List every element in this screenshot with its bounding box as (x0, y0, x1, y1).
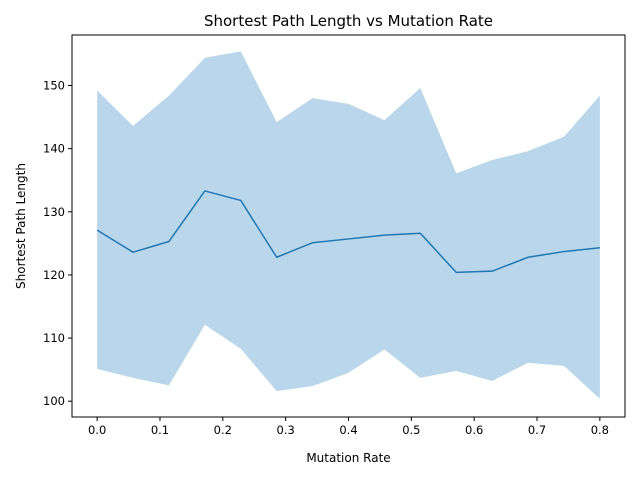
x-tick-label: 0.2 (214, 423, 232, 437)
x-tick-label: 0.8 (591, 423, 609, 437)
x-tick-label: 0.0 (88, 423, 106, 437)
y-tick-label: 120 (43, 268, 65, 282)
x-tick-label: 0.1 (151, 423, 169, 437)
mean-line (96, 190, 600, 274)
x-axis-label: Mutation Rate (306, 451, 390, 465)
y-tick-label: 150 (43, 79, 65, 93)
x-tick-label: 0.7 (528, 423, 546, 437)
y-axis-label: Shortest Path Length (14, 163, 28, 289)
x-tick-label: 0.3 (277, 423, 295, 437)
y-tick-label: 110 (43, 331, 65, 345)
x-tick-label: 0.5 (402, 423, 420, 437)
y-tick-label: 100 (43, 394, 65, 408)
x-tick-label: 0.6 (465, 423, 483, 437)
y-tick-label: 130 (43, 205, 65, 219)
x-tick-label: 0.4 (339, 423, 357, 437)
y-tick-label: 140 (43, 142, 65, 156)
x-axis: 0.0 0.1 0.2 0.3 0.4 0.5 0.6 0.7 0.8 (88, 417, 609, 437)
confidence-band (97, 51, 600, 399)
chart-title: Shortest Path Length vs Mutation Rate (204, 12, 493, 30)
plot-area (96, 51, 600, 399)
y-axis: 100 110 120 130 140 150 (43, 79, 72, 408)
